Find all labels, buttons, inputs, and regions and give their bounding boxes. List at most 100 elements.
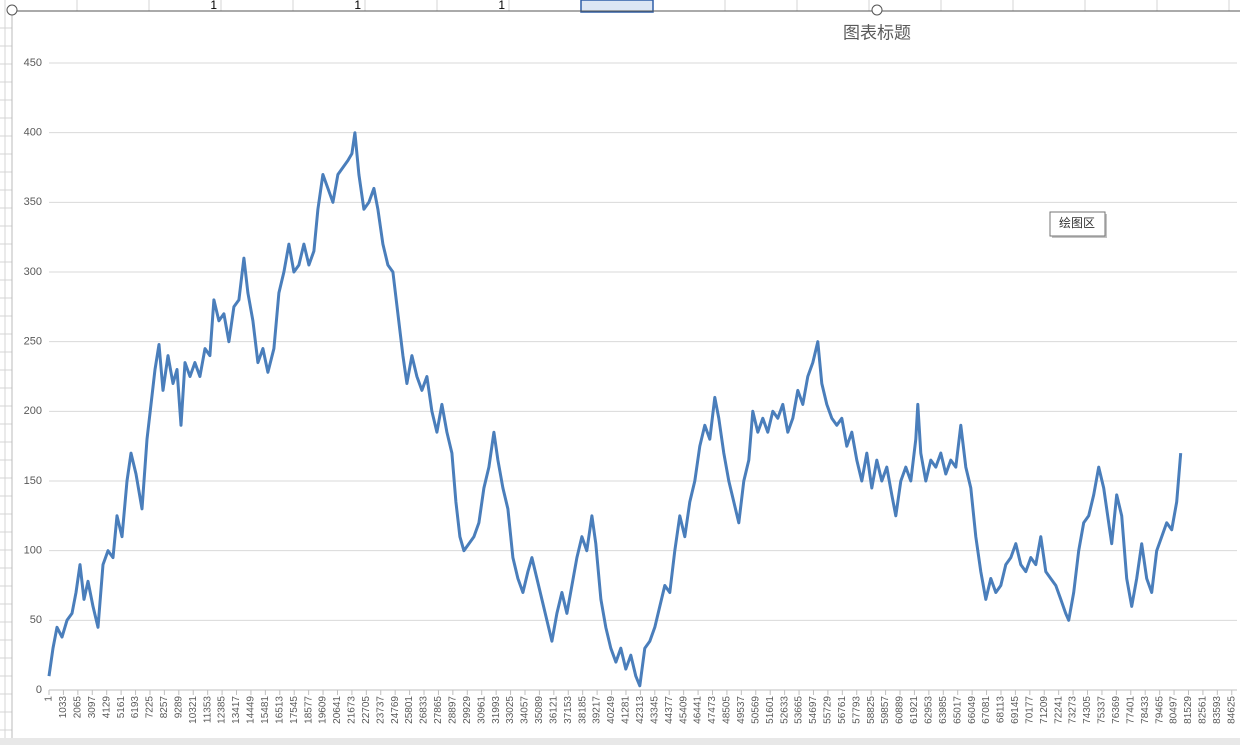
x-tick-label: 41281 (621, 696, 632, 724)
x-tick-label: 46441 (693, 696, 704, 724)
chart-title: 图表标题 (843, 23, 911, 42)
x-tick-label: 3097 (87, 696, 98, 719)
y-tick-label: 450 (24, 57, 42, 69)
x-tick-label: 66049 (967, 696, 978, 724)
x-tick-label: 45409 (678, 696, 689, 724)
x-tick-label: 78433 (1140, 696, 1151, 724)
x-tick-label: 58825 (866, 696, 877, 724)
x-tick-label: 83593 (1212, 696, 1223, 724)
cell-value: 1 (354, 0, 361, 12)
x-tick-label: 75337 (1097, 696, 1108, 724)
data-line (47, 131, 1183, 688)
x-tick-label: 43345 (649, 696, 660, 724)
x-tick-label: 60889 (895, 696, 906, 724)
x-tick-label: 82561 (1198, 696, 1209, 724)
x-tick-label: 20641 (332, 696, 343, 724)
x-tick-label: 5161 (116, 696, 127, 719)
y-tick-label: 250 (24, 336, 42, 348)
x-tick-label: 31993 (491, 696, 502, 724)
x-tick-label: 38185 (577, 696, 588, 724)
y-tick-label: 200 (24, 405, 42, 417)
x-tick-label: 65017 (952, 696, 963, 724)
x-tick-label: 28897 (448, 696, 459, 724)
x-tick-label: 69145 (1010, 696, 1021, 724)
x-tick-label: 6193 (130, 696, 141, 719)
x-tick-label: 29929 (462, 696, 473, 724)
x-tick-label: 22705 (361, 696, 372, 724)
x-tick-label: 72241 (1053, 696, 1064, 724)
x-tick-label: 55729 (823, 696, 834, 724)
plot-area[interactable]: 0 50 100 150 200 250 300 350 400 450 1 1033 2065 3097… (24, 57, 1238, 724)
y-tick-label: 100 (24, 545, 42, 557)
x-tick-label: 21673 (347, 696, 358, 724)
y-tick-label: 350 (24, 196, 42, 208)
x-tick-label: 81529 (1183, 696, 1194, 724)
x-tick-label: 19609 (318, 696, 329, 724)
tooltip: 绘图区 (1049, 211, 1107, 238)
cell-value: 1 (210, 0, 217, 12)
x-tick-label: 44377 (664, 696, 675, 724)
bottom-strip (0, 738, 1240, 745)
y-tick-label: 400 (24, 127, 42, 139)
resize-handle[interactable] (6, 4, 18, 16)
x-tick-label: 12385 (217, 696, 228, 724)
x-tick-label: 53665 (794, 696, 805, 724)
x-tick-label: 80497 (1169, 696, 1180, 724)
x-tick-label: 54697 (808, 696, 819, 724)
x-tick-label: 16513 (274, 696, 285, 724)
x-tick-label: 30961 (476, 696, 487, 724)
x-tick-label: 7225 (145, 696, 156, 719)
y-tick-label: 50 (30, 614, 42, 626)
y-tick-label: 0 (36, 684, 42, 696)
x-tick-label: 13417 (231, 696, 242, 724)
x-tick-label: 84625 (1226, 696, 1237, 724)
x-tick-label: 1 (44, 696, 55, 702)
x-tick-label: 34057 (520, 696, 531, 724)
x-tick-label: 42313 (635, 696, 646, 724)
x-tick-label: 1033 (58, 696, 69, 719)
y-tick-label: 150 (24, 475, 42, 487)
x-tick-label: 8257 (159, 696, 170, 719)
x-tick-label: 2065 (72, 696, 83, 719)
x-tick-label: 25801 (404, 696, 415, 724)
x-tick-label: 52633 (779, 696, 790, 724)
resize-handle[interactable] (871, 4, 883, 16)
x-tick-label: 56761 (837, 696, 848, 724)
cell-value: 1 (498, 0, 505, 12)
x-tick-label: 10321 (188, 696, 199, 724)
x-tick-label: 57793 (851, 696, 862, 724)
x-tick-label: 40249 (606, 696, 617, 724)
x-tick-label: 59857 (880, 696, 891, 724)
x-tick-label: 71209 (1039, 696, 1050, 724)
x-tick-label: 51601 (765, 696, 776, 724)
x-tick-label: 27865 (433, 696, 444, 724)
x-tick-label: 39217 (592, 696, 603, 724)
x-tick-label: 24769 (390, 696, 401, 724)
x-tick-label: 79465 (1154, 696, 1165, 724)
tooltip-box (1049, 211, 1106, 237)
x-tick-label: 35089 (534, 696, 545, 724)
x-tick-label: 68113 (996, 696, 1007, 724)
x-tick-label: 18577 (303, 696, 314, 724)
x-tick-label: 11353 (202, 696, 213, 724)
x-tick-label: 4129 (101, 696, 112, 719)
x-tick-label: 73273 (1068, 696, 1079, 724)
x-tick-label: 62953 (923, 696, 934, 724)
x-tick-label: 50569 (750, 696, 761, 724)
x-tick-label: 9289 (173, 696, 184, 719)
x-tick-label: 63985 (938, 696, 949, 724)
x-tick-label: 14449 (246, 696, 257, 724)
selected-cell[interactable] (580, 0, 654, 13)
x-tick-label: 48505 (722, 696, 733, 724)
x-tick-label: 49537 (736, 696, 747, 724)
x-tick-label: 70177 (1024, 696, 1035, 724)
x-tick-label: 26833 (419, 696, 430, 724)
x-tick-label: 33025 (505, 696, 516, 724)
x-tick-label: 61921 (909, 696, 920, 724)
x-tick-label: 23737 (375, 696, 386, 724)
x-tick-label: 76369 (1111, 696, 1122, 724)
y-tick-label: 300 (24, 266, 42, 278)
